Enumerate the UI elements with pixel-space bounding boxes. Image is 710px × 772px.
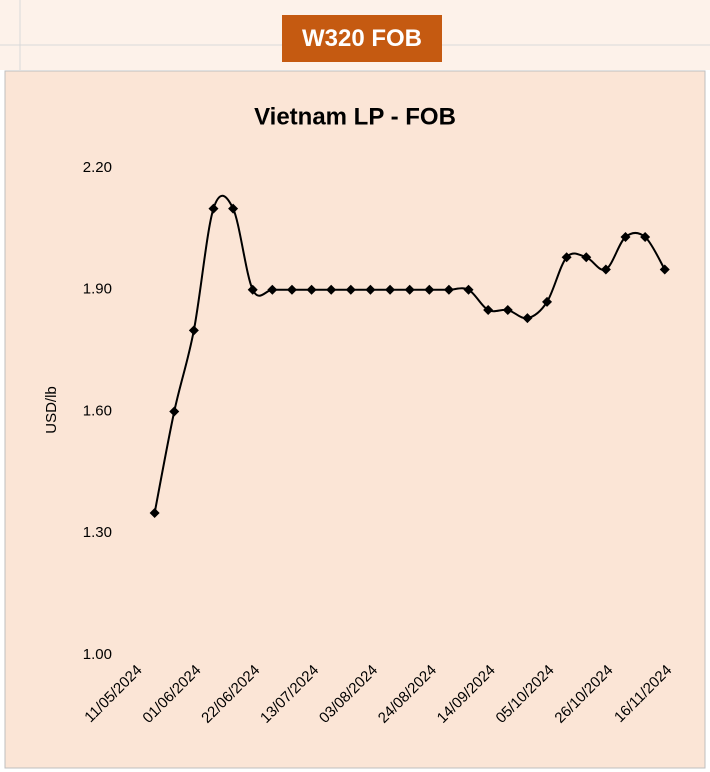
y-tick-label: 2.20 xyxy=(83,159,112,176)
marker xyxy=(581,252,592,263)
marker xyxy=(208,203,219,214)
marker xyxy=(267,284,278,295)
marker xyxy=(463,284,474,295)
marker xyxy=(561,252,572,263)
marker xyxy=(404,284,415,295)
marker xyxy=(502,305,513,316)
y-axis-label: USD/lb xyxy=(43,386,60,434)
y-tick-label: 1.90 xyxy=(83,281,112,298)
y-tick-label: 1.30 xyxy=(83,524,112,541)
line xyxy=(153,194,666,514)
marker xyxy=(286,284,297,295)
marker xyxy=(640,231,651,242)
marker xyxy=(522,313,533,324)
marker xyxy=(620,231,631,242)
plot-area xyxy=(4,70,706,769)
header-box: W320 FOB xyxy=(282,15,442,62)
marker xyxy=(443,284,454,295)
marker xyxy=(385,284,396,295)
marker xyxy=(600,264,611,275)
marker xyxy=(149,507,160,518)
marker xyxy=(169,406,180,417)
chart-title: Vietnam LP - FOB xyxy=(254,103,456,130)
marker xyxy=(228,203,239,214)
marker xyxy=(365,284,376,295)
marker xyxy=(483,305,494,316)
marker xyxy=(659,264,670,275)
marker xyxy=(542,296,553,307)
marker xyxy=(306,284,317,295)
y-tick-label: 1.60 xyxy=(83,402,112,419)
marker xyxy=(326,284,337,295)
marker xyxy=(188,325,199,336)
y-tick-label: 1.00 xyxy=(83,646,112,663)
marker xyxy=(345,284,356,295)
marker xyxy=(424,284,435,295)
marker xyxy=(247,284,258,295)
